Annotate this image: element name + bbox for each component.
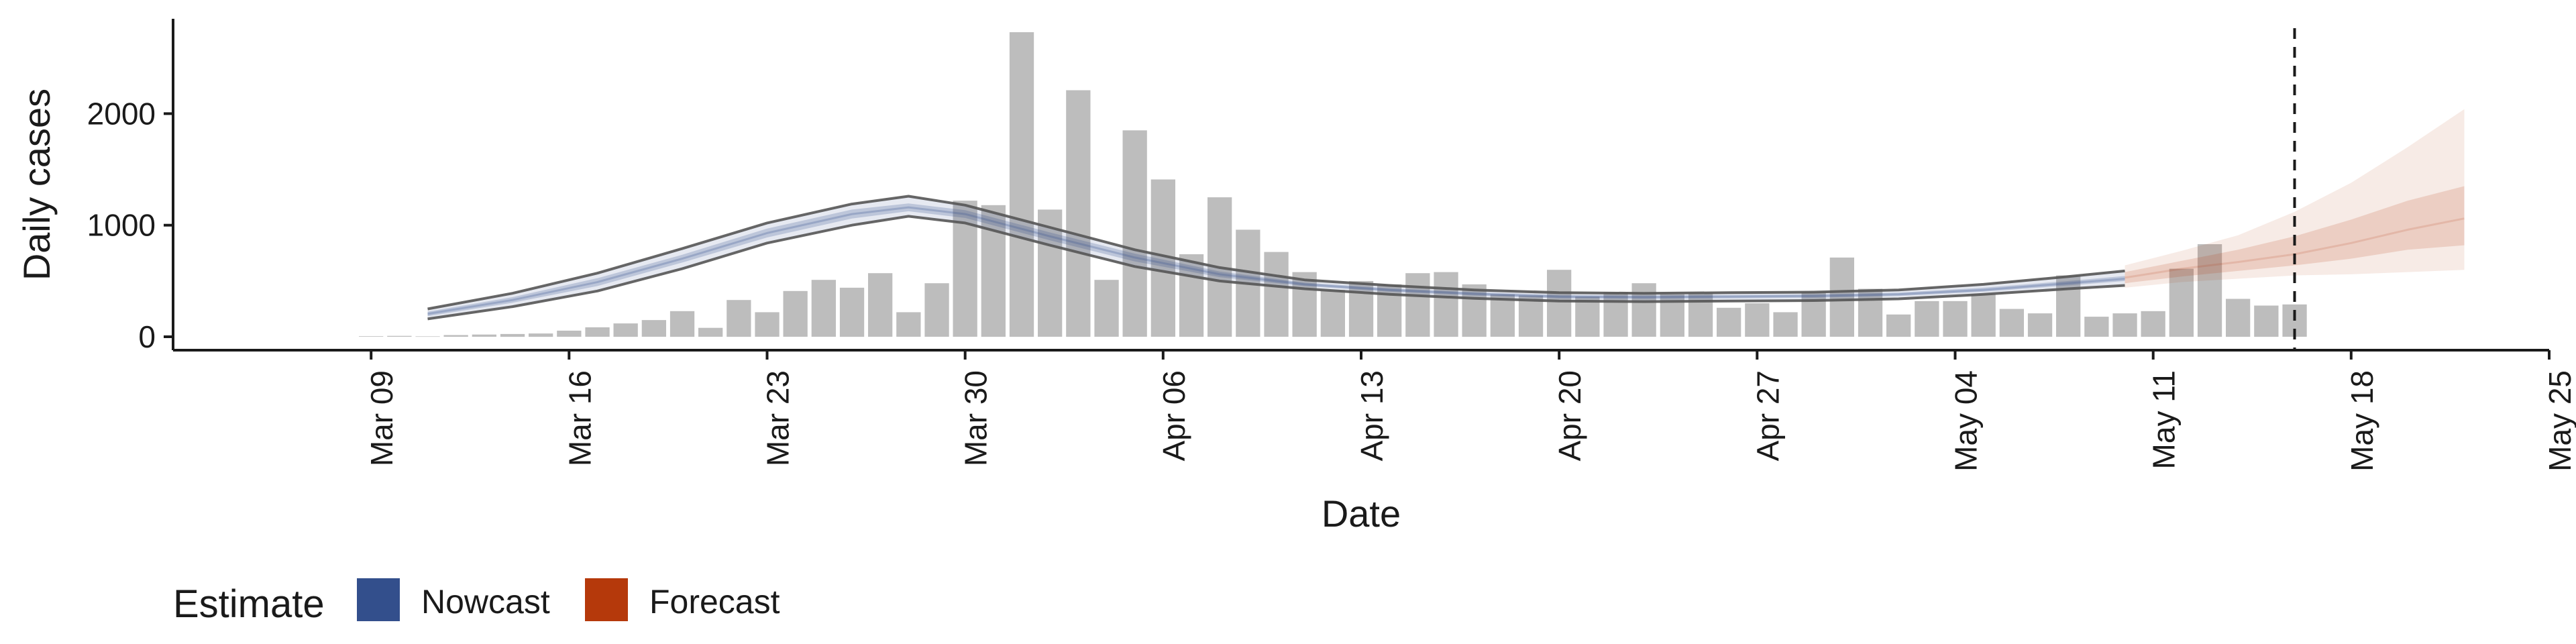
case-bar	[613, 323, 638, 337]
case-bar	[669, 311, 695, 337]
y-tick-label: 2000	[87, 96, 156, 131]
y-axis-title: Daily cases	[15, 89, 58, 280]
case-bar	[727, 300, 751, 337]
case-bar	[1405, 273, 1430, 337]
case-bar	[1829, 257, 1854, 337]
case-bar	[1886, 314, 1911, 337]
case-bar	[472, 334, 496, 337]
case-bar	[500, 333, 525, 337]
case-bar	[1490, 294, 1515, 337]
nowcast-upper-line	[427, 195, 2125, 311]
x-tick-label: May 25	[2542, 370, 2576, 472]
case-bar	[557, 330, 582, 337]
nowcast-median-line	[427, 206, 2125, 315]
case-bar	[2226, 299, 2251, 337]
case-bar	[1264, 252, 1289, 337]
legend-label-forecast: Forecast	[649, 583, 780, 621]
case-bar	[1518, 295, 1544, 337]
case-bar	[585, 327, 610, 337]
x-tick-label: Apr 20	[1552, 370, 1587, 462]
legend-label-nowcast: Nowcast	[421, 583, 550, 621]
x-tick-label: Apr 27	[1750, 370, 1785, 462]
case-bar	[1462, 284, 1487, 337]
case-bar	[1717, 307, 1741, 337]
case-bar	[1773, 312, 1798, 337]
case-bar	[2027, 313, 2053, 337]
case-bar	[839, 287, 865, 337]
case-bar	[868, 273, 893, 337]
case-bar	[2084, 317, 2109, 337]
case-bar	[783, 290, 808, 337]
legend-key-forecast	[585, 578, 628, 621]
x-tick-label: Mar 09	[364, 370, 399, 466]
y-tick-label: 0	[138, 319, 156, 354]
nowcast-series	[427, 195, 2125, 321]
case-bar	[1179, 254, 1204, 337]
x-tick-label: Mar 30	[959, 370, 994, 466]
case-bar	[1971, 294, 1996, 337]
case-bar	[1094, 280, 1119, 337]
case-bar	[359, 336, 384, 337]
case-bar	[1603, 292, 1628, 337]
x-axis-ticks: Mar 09 Mar 16 Mar 23 Mar 30 Apr 06 Apr 13 Apr …	[364, 350, 2576, 472]
case-bar	[2056, 275, 2081, 337]
forecast-outer-band	[2125, 109, 2465, 288]
legend-title: Estimate	[173, 582, 325, 626]
case-bar	[1915, 301, 1939, 337]
case-bar	[2112, 313, 2137, 337]
case-bar	[529, 333, 553, 337]
x-tick-label: Mar 23	[761, 370, 796, 466]
case-bar	[1858, 288, 1883, 337]
case-bar	[1292, 272, 1317, 337]
x-tick-label: Mar 16	[562, 370, 597, 466]
x-tick-label: Apr 13	[1354, 370, 1389, 462]
x-axis-title: Date	[1322, 492, 1401, 535]
case-bar	[811, 280, 836, 337]
case-bar	[698, 327, 723, 337]
case-bar	[1122, 130, 1147, 337]
case-bar	[641, 320, 666, 337]
legend: Estimate Nowcast Forecast	[173, 578, 780, 626]
case-bar	[2254, 305, 2279, 337]
case-bar	[755, 312, 780, 337]
legend-key-nowcast	[357, 578, 400, 621]
case-bar	[1745, 303, 1770, 337]
case-bar	[1631, 283, 1656, 337]
case-bar	[1320, 290, 1345, 337]
case-bar	[2169, 268, 2194, 337]
y-tick-label: 1000	[87, 208, 156, 243]
case-bar	[1943, 301, 1968, 337]
case-bar	[924, 283, 949, 337]
x-tick-label: May 04	[1949, 370, 1984, 472]
case-bar	[1348, 280, 1374, 337]
x-tick-label: May 11	[2147, 370, 2182, 469]
case-bar	[1575, 297, 1600, 337]
case-bar	[1066, 90, 1091, 337]
case-bar	[2141, 311, 2165, 337]
case-bar	[1009, 32, 1034, 337]
case-bar	[415, 336, 440, 337]
x-tick-label: May 18	[2345, 370, 2379, 472]
case-bar	[443, 335, 468, 337]
case-bar	[387, 335, 412, 337]
case-bar	[1999, 309, 2024, 337]
x-tick-label: Apr 06	[1157, 370, 1191, 462]
forecast-inner-band	[2125, 186, 2465, 284]
case-bar	[1547, 270, 1572, 337]
y-axis-ticks: 0 1000 2000	[87, 96, 173, 354]
case-bar	[896, 312, 921, 337]
case-bar	[1434, 272, 1458, 337]
nowcast-lower-line	[427, 215, 2125, 321]
case-bar	[2197, 244, 2222, 337]
